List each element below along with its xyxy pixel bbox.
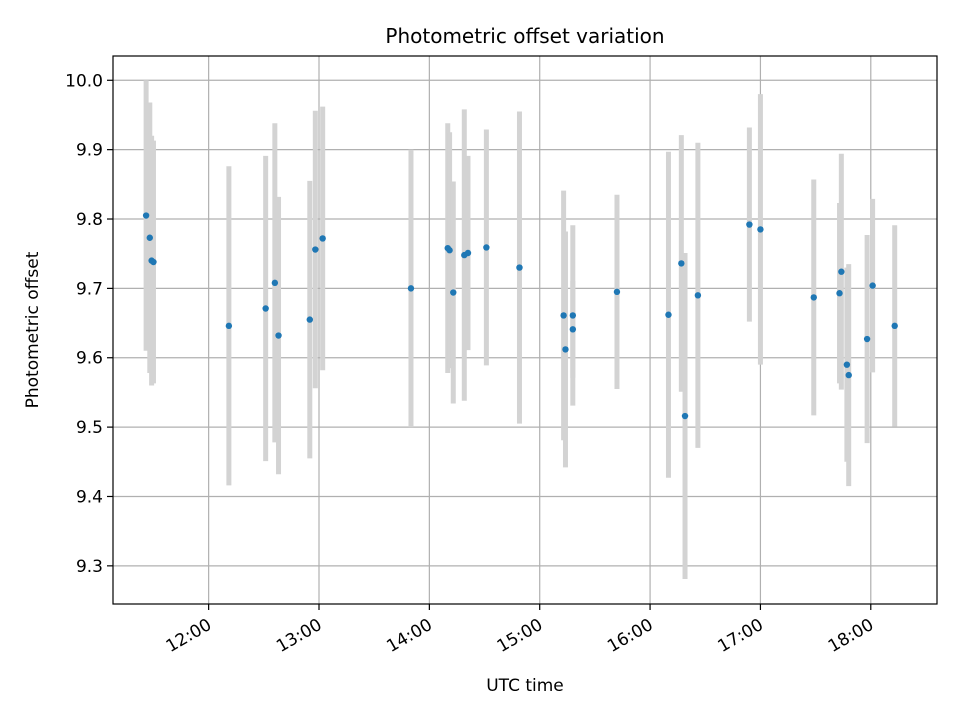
data-point — [562, 346, 569, 353]
data-point — [560, 312, 567, 319]
data-point — [446, 247, 453, 254]
data-point — [838, 268, 845, 275]
data-point — [681, 412, 689, 420]
data-point — [569, 312, 577, 319]
data-points — [142, 212, 898, 420]
y-axis-ticks: 9.3 9.4 9.5 9.6 9.7 9.8 9.9 10.0 — [65, 71, 113, 577]
data-point — [665, 311, 672, 318]
data-point — [306, 316, 314, 323]
y-tick-label: 9.4 — [76, 487, 103, 507]
data-point — [678, 260, 685, 267]
data-point — [146, 234, 153, 241]
grid-lines — [113, 56, 937, 604]
y-tick-label: 9.3 — [76, 557, 103, 577]
data-point — [869, 282, 876, 289]
data-point — [613, 288, 621, 296]
data-point — [863, 335, 871, 343]
data-point — [319, 235, 326, 242]
y-tick-label: 9.9 — [76, 141, 103, 161]
y-tick-label: 9.5 — [76, 418, 103, 438]
data-point — [746, 221, 753, 228]
data-point — [312, 246, 319, 253]
y-tick-label: 9.7 — [76, 279, 103, 299]
data-point — [483, 244, 490, 251]
y-axis-label: Photometric offset — [23, 251, 43, 408]
data-point — [275, 332, 282, 339]
data-point — [271, 279, 279, 287]
x-axis-label: UTC time — [486, 676, 564, 696]
data-point — [262, 305, 269, 312]
chart-title: Photometric offset variation — [385, 24, 664, 48]
data-point — [407, 285, 415, 292]
data-point — [757, 226, 764, 233]
data-point — [843, 361, 851, 368]
y-tick-label: 9.6 — [76, 349, 103, 369]
data-point — [450, 289, 457, 296]
data-point — [516, 264, 523, 271]
data-point — [142, 212, 150, 219]
data-point — [464, 249, 472, 257]
data-point — [694, 292, 702, 299]
data-point — [569, 326, 577, 333]
data-point — [836, 290, 843, 297]
data-point — [810, 294, 817, 301]
data-point — [150, 258, 157, 266]
data-point — [225, 322, 233, 330]
data-point — [891, 322, 898, 330]
y-tick-label: 9.8 — [76, 210, 103, 230]
plot-frame — [112, 55, 938, 605]
data-point — [845, 371, 852, 379]
y-tick-label: 10.0 — [65, 71, 103, 91]
